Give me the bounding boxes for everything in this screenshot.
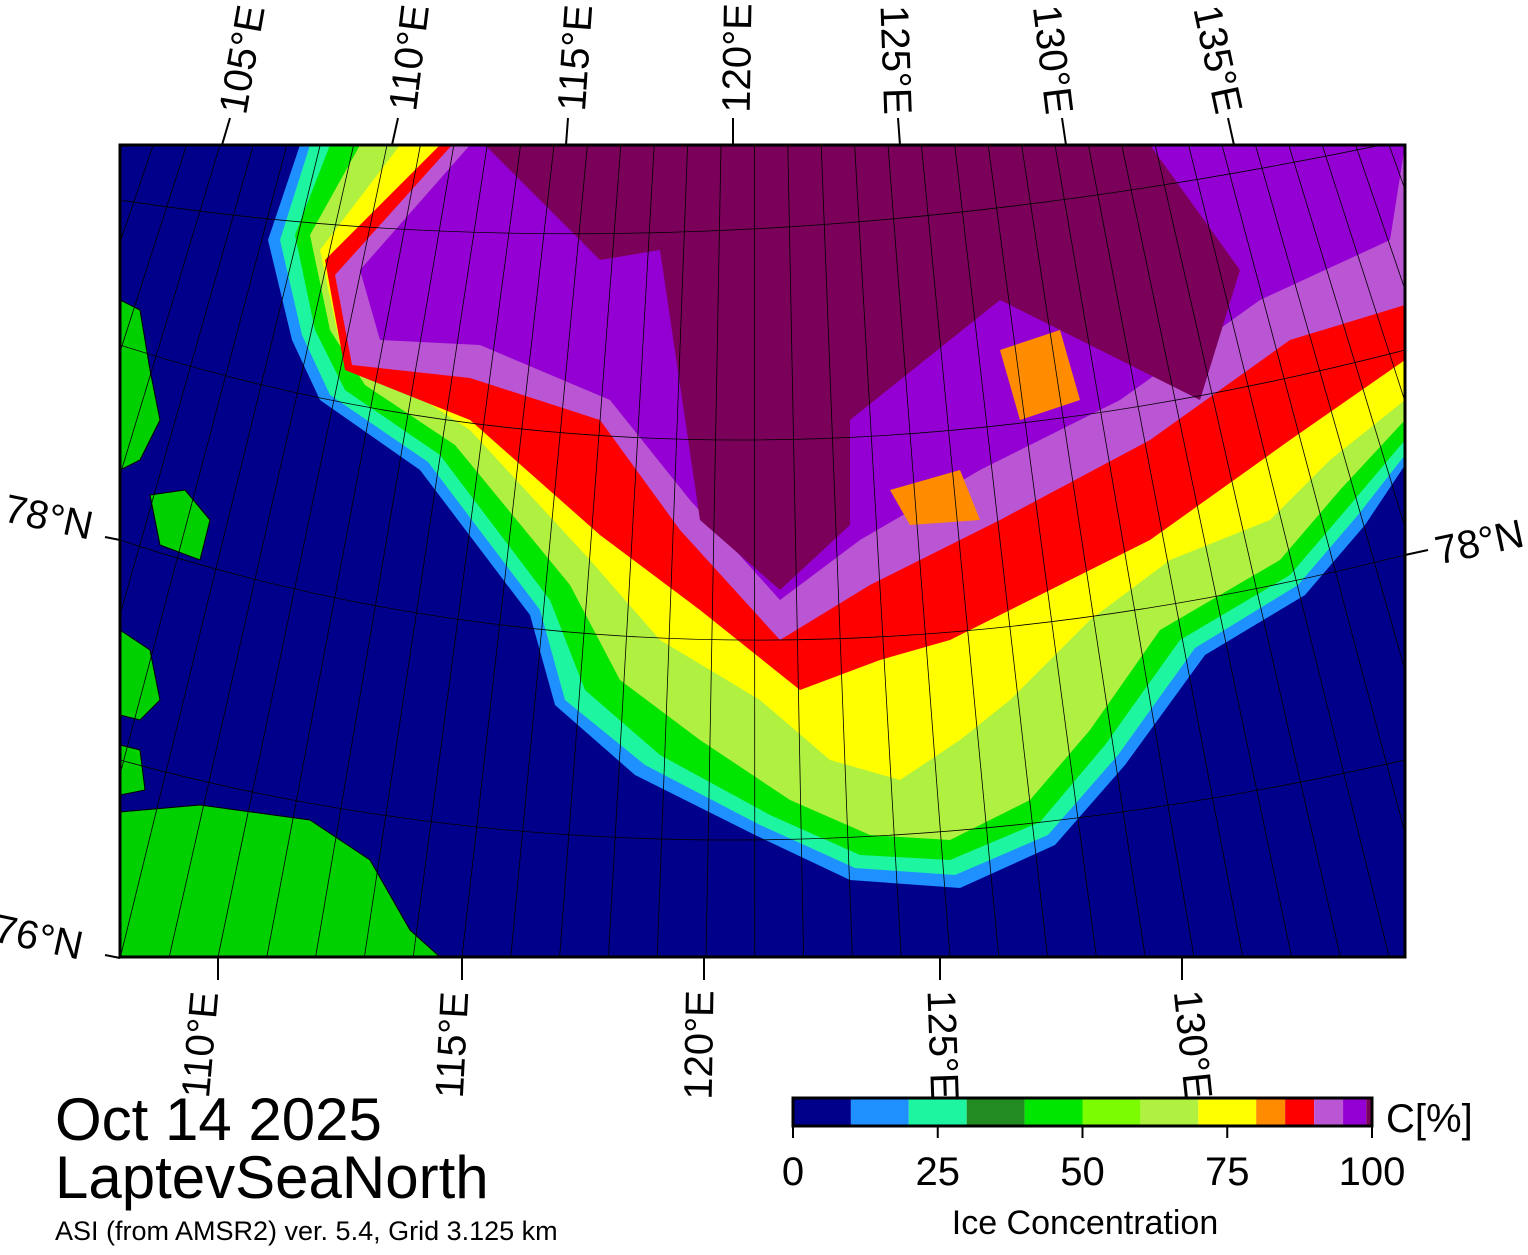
top-label: 120°E	[715, 3, 761, 113]
right-label: 78°N	[1431, 512, 1528, 574]
top-label: 135°E	[1184, 1, 1250, 117]
bottom-label: 125°E	[919, 989, 967, 1100]
colorbar-tick-label: 100	[1339, 1150, 1406, 1194]
colorbar-segment	[967, 1098, 1025, 1126]
bottom-label: 130°E	[1165, 988, 1220, 1101]
source: ASI (from AMSR2) ver. 5.4, Grid 3.125 km	[55, 1216, 558, 1246]
map-area	[0, 140, 1528, 957]
region: LaptevSeaNorth	[55, 1144, 489, 1211]
top-label: 105°E	[211, 2, 273, 117]
top-label: 115°E	[550, 3, 601, 112]
tick	[105, 537, 120, 540]
colorbar-unit: C[%]	[1386, 1097, 1473, 1141]
colorbar-tick-label: 50	[1060, 1150, 1105, 1194]
colorbar-segment	[1314, 1098, 1343, 1126]
colorbar-segment	[1256, 1098, 1285, 1126]
top-label: 130°E	[1024, 3, 1081, 117]
bottom-label: 120°E	[677, 990, 723, 1100]
tick	[566, 118, 568, 145]
colorbar-segment	[793, 1098, 851, 1126]
bottom-label: 115°E	[428, 991, 478, 1100]
colorbar-tick-label: 75	[1205, 1150, 1250, 1194]
colorbar-segment	[1343, 1098, 1366, 1126]
tick	[1062, 118, 1066, 145]
tick	[1405, 550, 1428, 555]
date: Oct 14 2025	[55, 1086, 382, 1153]
top-label: 110°E	[381, 2, 438, 113]
top-label: 125°E	[872, 4, 920, 115]
tick	[1228, 118, 1234, 145]
tick	[392, 118, 398, 145]
colorbar-tick-label: 25	[916, 1150, 961, 1194]
colorbar-segment	[851, 1098, 909, 1126]
bottom-label: 110°E	[174, 990, 227, 1100]
colorbar-segment	[1198, 1098, 1256, 1126]
colorbar-segment	[1285, 1098, 1314, 1126]
left-label: 76°N	[0, 907, 87, 969]
tick	[222, 118, 230, 145]
tick	[105, 955, 120, 958]
colorbar-segment	[1140, 1098, 1198, 1126]
colorbar-segment	[1025, 1098, 1083, 1126]
colorbar-segment	[1083, 1098, 1141, 1126]
colorbar-tick-label: 0	[782, 1150, 804, 1194]
colorbar: 0 25 50 75 100	[782, 1098, 1406, 1194]
left-label: 78°N	[0, 487, 97, 549]
colorbar-label: Ice Concentration	[952, 1204, 1219, 1242]
tick	[898, 118, 900, 145]
colorbar-segment	[909, 1098, 967, 1126]
meridian	[0, 145, 120, 957]
